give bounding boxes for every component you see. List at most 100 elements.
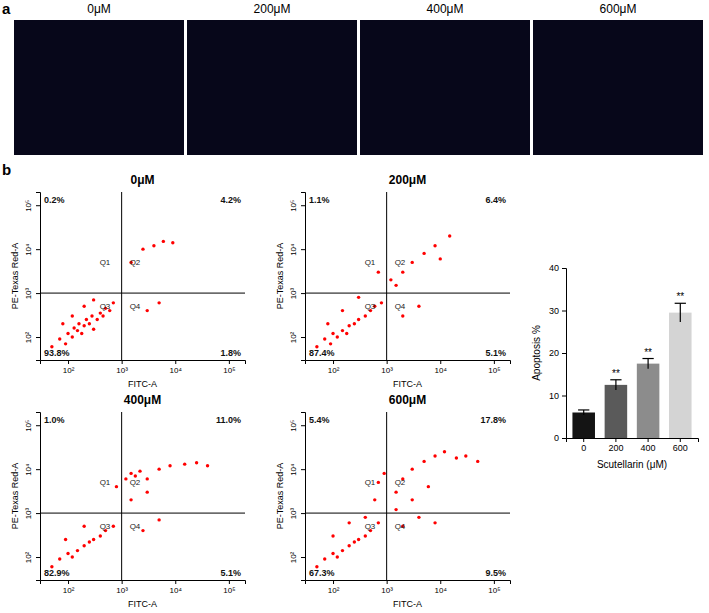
y-tick-label: 0 <box>554 433 559 443</box>
image-title: 600μM <box>600 2 637 16</box>
quadrant-name: Q3 <box>100 522 111 531</box>
x-tick-label: 10⁴ <box>170 366 183 375</box>
point <box>331 552 334 555</box>
x-tick: 10² <box>328 580 340 595</box>
point <box>326 322 329 325</box>
point <box>364 516 367 519</box>
image-tile <box>360 20 530 155</box>
point <box>331 534 334 537</box>
x-tick-mark <box>494 580 495 584</box>
y-tick: 10 <box>549 391 566 401</box>
y-tick-label: 10³ <box>289 507 298 519</box>
bar-chart: ******0200400600010203040Scutellarin (μM… <box>531 263 699 470</box>
x-tick-mark <box>175 360 176 364</box>
y-axis-line <box>36 413 41 581</box>
y-tick: 10⁵ <box>24 200 40 212</box>
y-axis-title: PE-Texas Red-A <box>10 243 20 310</box>
x-tick: 10² <box>63 360 75 375</box>
x-tick: 10⁴ <box>435 360 448 375</box>
x-tick-mark <box>440 580 441 584</box>
y-tick: 40 <box>549 263 566 273</box>
y-tick: 10⁵ <box>289 420 305 432</box>
point <box>82 324 85 327</box>
point <box>141 529 144 532</box>
point <box>146 477 149 480</box>
quadrant-percent: 87.4% <box>309 348 335 358</box>
y-tick-mark <box>36 293 40 294</box>
image-tile <box>14 20 184 155</box>
bar <box>605 385 628 438</box>
point <box>329 342 332 345</box>
x-tick: 10⁵ <box>223 360 235 375</box>
y-tick-label: 10³ <box>289 287 298 299</box>
point <box>394 508 397 511</box>
point <box>357 538 360 541</box>
y-tick-label: 10² <box>24 331 33 343</box>
point <box>373 498 376 501</box>
x-axis-title: Scutellarin (μM) <box>597 459 667 470</box>
y-tick: 10³ <box>24 287 40 299</box>
y-tick: 10² <box>24 551 40 563</box>
point <box>389 278 392 281</box>
plot-title: 0μM <box>130 173 154 187</box>
point <box>64 342 67 345</box>
y-tick: 10³ <box>289 287 305 299</box>
quadrant-percent: 5.1% <box>485 348 506 358</box>
point <box>347 544 350 547</box>
y-tick-label: 10⁵ <box>289 420 298 432</box>
point <box>341 549 344 552</box>
y-tick-label: 20 <box>549 348 559 358</box>
y-tick-mark <box>301 249 305 250</box>
image-title: 400μM <box>427 2 464 16</box>
quadrant-name: Q3 <box>365 522 376 531</box>
point <box>422 460 425 463</box>
error-bar <box>615 380 616 390</box>
point <box>71 314 74 317</box>
point <box>345 332 348 335</box>
point <box>141 247 144 250</box>
x-tick-label: 10² <box>63 586 75 595</box>
y-tick-label: 10² <box>289 551 298 563</box>
x-tick-mark <box>333 360 334 364</box>
point <box>64 538 67 541</box>
point <box>112 301 115 304</box>
point <box>146 309 149 312</box>
point <box>433 454 436 457</box>
point <box>129 472 132 475</box>
y-tick-mark <box>301 557 305 558</box>
point <box>157 518 160 521</box>
y-axis-line <box>562 269 567 439</box>
point <box>380 301 383 304</box>
y-tick-mark <box>36 425 40 426</box>
point <box>80 332 83 335</box>
quadrant-percent: 17.8% <box>480 415 506 425</box>
x-axis-title: FITC-A <box>128 379 157 389</box>
quadrant-name: Q1 <box>365 258 376 267</box>
point <box>353 322 356 325</box>
point <box>129 498 132 501</box>
y-tick-label: 10⁴ <box>289 463 298 476</box>
x-tick-mark <box>387 580 388 584</box>
point <box>82 525 85 528</box>
y-tick-mark <box>562 268 566 269</box>
quadrant-percent: 1.1% <box>309 195 330 205</box>
point <box>464 454 467 457</box>
y-tick: 10⁴ <box>289 243 305 256</box>
y-tick-mark <box>36 557 40 558</box>
plot-title: 400μM <box>124 393 161 407</box>
x-tick-mark <box>680 438 681 442</box>
point <box>82 305 85 308</box>
point <box>138 469 141 472</box>
point <box>476 460 479 463</box>
x-tick-mark <box>494 360 495 364</box>
y-axis: 10²10³10⁴10⁵ <box>24 413 41 581</box>
quadrant-name: Q4 <box>395 522 406 531</box>
point <box>377 521 380 524</box>
y-tick: 0 <box>554 433 566 443</box>
x-tick: 10² <box>63 580 75 595</box>
y-tick-mark <box>36 249 40 250</box>
flow-plot: 400μMQ1Q2Q3Q41.0%11.0%82.9%5.1%10²10³10⁴… <box>10 393 246 609</box>
point <box>357 318 360 321</box>
point <box>112 525 115 528</box>
point <box>433 521 436 524</box>
